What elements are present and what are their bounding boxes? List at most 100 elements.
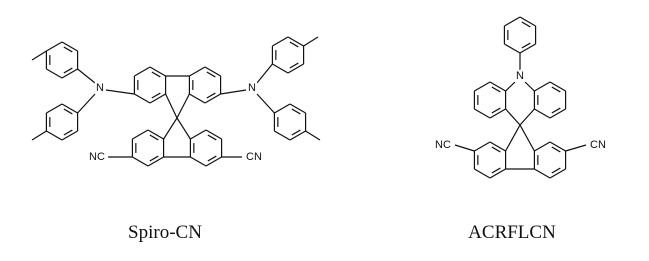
bond (63, 46, 73, 53)
bond (474, 141, 491, 152)
bond (189, 93, 206, 104)
bond (521, 21, 531, 28)
bond (31, 130, 47, 141)
atom-label: NC (435, 139, 451, 151)
bond (491, 86, 501, 93)
bond (289, 130, 306, 141)
bond (204, 66, 221, 77)
bond (534, 108, 551, 119)
bond (134, 93, 151, 104)
bond (163, 117, 178, 140)
bond (504, 16, 521, 27)
bond (205, 156, 222, 167)
bond (205, 129, 222, 140)
bond (519, 108, 535, 126)
bond (491, 167, 501, 174)
bond (291, 129, 301, 136)
bond (565, 144, 587, 152)
bond (474, 108, 491, 119)
bond (549, 168, 566, 179)
bond (207, 134, 217, 141)
bond (256, 63, 273, 84)
bond (534, 168, 551, 179)
atom-label: N (96, 82, 104, 94)
bond (147, 156, 164, 167)
bond (504, 43, 521, 54)
bond (305, 130, 321, 141)
bond (549, 141, 566, 152)
bond (77, 93, 96, 114)
bond (105, 89, 135, 95)
bond (505, 81, 516, 92)
bond (524, 81, 535, 92)
bond (491, 146, 501, 153)
bond (272, 36, 289, 47)
bond (149, 155, 159, 162)
bond (46, 68, 63, 79)
bond (519, 43, 536, 54)
bond (190, 156, 207, 167)
bond (176, 117, 191, 140)
bond (256, 93, 275, 114)
bond (77, 68, 96, 84)
bond (489, 108, 506, 119)
bond (519, 16, 536, 27)
bond (63, 108, 73, 115)
bond (206, 71, 216, 78)
bond (220, 89, 247, 95)
bond (551, 107, 561, 114)
bond (551, 167, 561, 174)
atom-label: CN (590, 139, 606, 151)
bond (61, 68, 78, 79)
bond (551, 86, 561, 93)
bond (287, 63, 304, 74)
bond (46, 130, 63, 141)
bond (272, 63, 289, 74)
bond (176, 93, 190, 119)
bond (489, 168, 506, 179)
bond (289, 62, 299, 69)
bond (474, 168, 491, 179)
bond (63, 67, 73, 74)
bond (147, 129, 164, 140)
bond (489, 81, 506, 92)
bond (489, 141, 506, 152)
bond (289, 103, 306, 114)
bond (149, 93, 166, 104)
bond (46, 41, 63, 52)
atom-label: N (248, 82, 256, 94)
bond (519, 124, 535, 152)
bond (287, 36, 304, 47)
bond (289, 41, 299, 48)
bond (149, 66, 166, 77)
bond (474, 81, 491, 92)
bond (534, 141, 551, 152)
bond (274, 130, 291, 141)
bond (151, 92, 161, 99)
bond (505, 124, 521, 152)
bond (521, 42, 531, 49)
bond (132, 129, 149, 140)
bond (134, 66, 151, 77)
bond (534, 81, 551, 92)
bond (551, 146, 561, 153)
bond (491, 107, 501, 114)
bond (204, 93, 221, 104)
bond (505, 108, 521, 126)
bond (151, 71, 161, 78)
bond (291, 108, 301, 115)
bond (46, 103, 63, 114)
bond (274, 103, 291, 114)
atom-label: N (516, 70, 524, 82)
bond (61, 130, 78, 141)
bond (63, 129, 73, 136)
bond (454, 144, 475, 152)
bond (31, 50, 47, 61)
bond (206, 92, 216, 99)
bond (303, 36, 319, 47)
atom-label: CN (246, 151, 262, 163)
bond (190, 129, 207, 140)
bond (61, 103, 78, 114)
bond (207, 155, 217, 162)
